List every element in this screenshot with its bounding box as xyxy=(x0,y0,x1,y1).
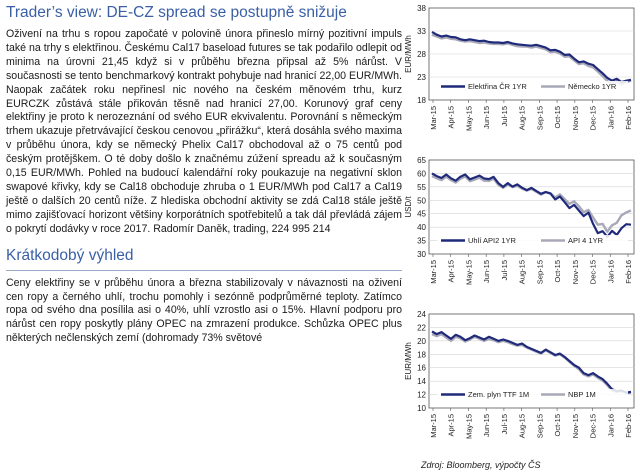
y-tick-label: 23 xyxy=(417,73,426,82)
x-tick-label: Mar-15 xyxy=(429,106,438,130)
x-tick-label: Nov-15 xyxy=(571,260,580,284)
x-tick-label: Aug-15 xyxy=(518,106,527,130)
legend-background xyxy=(437,81,628,92)
x-tick-label: Jul-15 xyxy=(500,414,509,434)
legend: Uhlí API2 1YR API 4 1YR xyxy=(437,235,628,246)
y-axis-label: USD/t xyxy=(404,196,413,218)
x-tick-label: Feb-16 xyxy=(624,414,633,438)
section-paragraph: Ceny elektřiny se v průběhu února a břez… xyxy=(6,276,402,345)
x-tick-label: Jun-15 xyxy=(482,106,491,129)
y-tick-label: 40 xyxy=(417,223,426,232)
y-tick-label: 16 xyxy=(417,364,426,373)
article: Trader’s view: DE-CZ spread se postupně … xyxy=(6,4,402,346)
y-tick-label: 45 xyxy=(417,210,426,219)
y-tick-label: 14 xyxy=(417,377,426,386)
article-title: Trader’s view: DE-CZ spread se postupně … xyxy=(6,4,347,21)
series-line xyxy=(431,175,632,233)
x-tick-label: Dec-15 xyxy=(589,106,598,130)
x-tick-label: May-15 xyxy=(464,106,473,131)
x-tick-label: Jun-15 xyxy=(482,414,491,437)
legend-label: Zem. plyn TTF 1M xyxy=(468,390,529,399)
y-axis-label: EUR/MWh xyxy=(404,35,413,73)
x-tick-label: Mar-15 xyxy=(429,414,438,438)
x-tick-label: Oct-15 xyxy=(553,414,562,437)
y-tick-label: 55 xyxy=(417,183,426,192)
chart-coal: 30 35 40 45 50 55 60 65 USD/t Mar-15 Apr-15 May-15 J… xyxy=(404,156,635,285)
legend-label: Německo 1YR xyxy=(568,82,617,91)
y-tick-label: 35 xyxy=(417,237,426,246)
legend: Zem. plyn TTF 1M NBP 1M xyxy=(437,389,628,400)
x-tick-label: Dec-15 xyxy=(589,260,598,284)
x-tick-label: Jul-15 xyxy=(500,260,509,280)
legend-background xyxy=(437,389,628,400)
x-tick-label: Sep-15 xyxy=(535,106,544,130)
x-tick-label: Jul-15 xyxy=(500,106,509,126)
y-tick-label: 20 xyxy=(417,337,426,346)
section-divider xyxy=(6,269,402,271)
legend-label: Uhlí API2 1YR xyxy=(468,236,517,245)
legend-background xyxy=(437,235,628,246)
x-tick-label: May-15 xyxy=(464,414,473,439)
y-tick-label: 65 xyxy=(417,156,426,165)
y-tick-label: 10 xyxy=(417,404,426,413)
x-tick-label: Jan-16 xyxy=(606,414,615,437)
x-tick-label: Nov-15 xyxy=(571,414,580,438)
y-tick-label: 12 xyxy=(417,391,426,400)
article-paragraph: Oživení na trhu s ropou započaté v polov… xyxy=(6,28,402,235)
x-tick-label: Sep-15 xyxy=(535,414,544,438)
x-tick-label: Feb-16 xyxy=(624,260,633,284)
y-tick-label: 18 xyxy=(417,96,426,105)
x-tick-label: Feb-16 xyxy=(624,106,633,130)
x-tick-label: Jan-16 xyxy=(606,260,615,283)
x-tick-label: Apr-15 xyxy=(447,106,456,129)
y-tick-label: 18 xyxy=(417,350,426,359)
y-tick-label: 33 xyxy=(417,27,426,36)
y-tick-label: 22 xyxy=(417,323,426,332)
x-tick-label: Apr-15 xyxy=(447,260,456,283)
chart-electricity: 18 23 28 33 38 EUR/MWh Mar-15 Apr-15 May-15 Jun-1… xyxy=(404,4,635,131)
y-tick-label: 30 xyxy=(417,250,426,259)
x-tick-label: Aug-15 xyxy=(518,414,527,438)
section-title: Krátkodobý výhled xyxy=(6,246,134,264)
x-tick-label: Oct-15 xyxy=(553,260,562,283)
x-tick-label: Apr-15 xyxy=(447,414,456,437)
series-line xyxy=(431,332,632,395)
x-tick-label: Aug-15 xyxy=(518,260,527,284)
series-line xyxy=(431,330,632,394)
legend: Elektřina ČR 1YR Německo 1YR xyxy=(437,81,628,92)
x-tick-label: Jan-16 xyxy=(606,106,615,129)
x-tick-label: Mar-15 xyxy=(429,260,438,284)
legend-label: API 4 1YR xyxy=(568,236,604,245)
y-axis-label: EUR/MWh xyxy=(404,342,413,380)
charts-column: 18 23 28 33 38 EUR/MWh Mar-15 Apr-15 May-15 Jun-1… xyxy=(403,0,640,476)
y-tick-label: 24 xyxy=(417,310,426,319)
y-tick-label: 60 xyxy=(417,169,426,178)
x-tick-label: May-15 xyxy=(464,260,473,285)
x-tick-label: Sep-15 xyxy=(535,260,544,284)
x-tick-label: Oct-15 xyxy=(553,106,562,129)
source-note: Zdroj: Bloomberg, výpočty ČS xyxy=(421,460,541,470)
chart-gas: 10 12 14 16 18 20 22 24 EUR/MWh Mar-15 Apr-15 May-1… xyxy=(404,310,635,439)
x-tick-label: Jun-15 xyxy=(482,260,491,283)
legend-label: Elektřina ČR 1YR xyxy=(468,82,527,91)
y-tick-label: 28 xyxy=(417,50,426,59)
x-tick-label: Dec-15 xyxy=(589,414,598,438)
series-line xyxy=(431,172,632,238)
legend-label: NBP 1M xyxy=(568,390,596,399)
x-tick-label: Nov-15 xyxy=(571,106,580,130)
series-line xyxy=(431,30,632,84)
plot-frame xyxy=(428,313,635,409)
y-tick-label: 38 xyxy=(417,4,426,13)
series-line xyxy=(431,33,632,86)
y-tick-label: 50 xyxy=(417,196,426,205)
plot-frame xyxy=(428,159,635,255)
